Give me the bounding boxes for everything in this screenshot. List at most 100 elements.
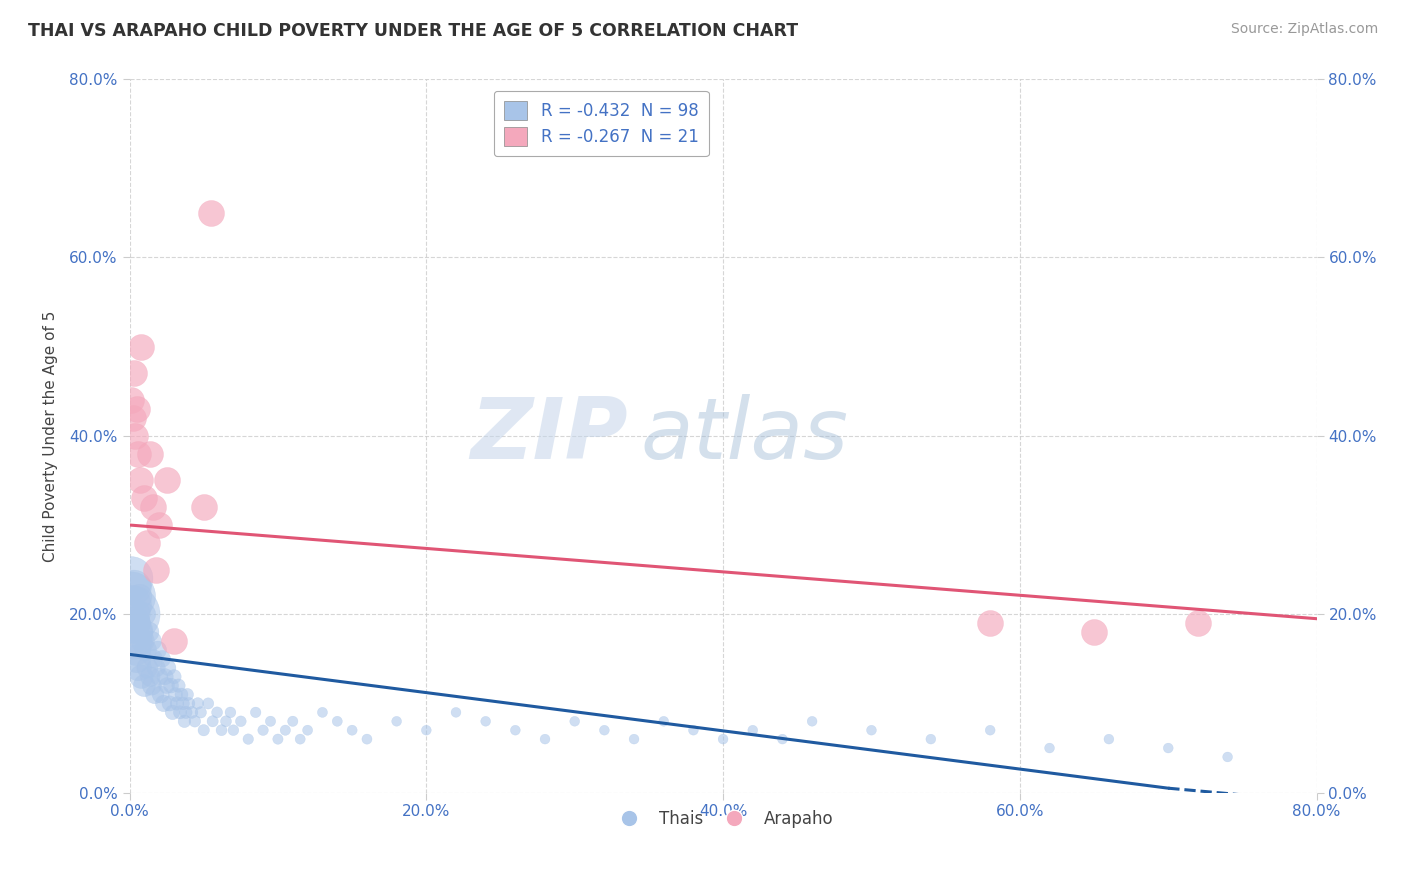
- Point: [215, 714, 238, 729]
- Point: [356, 732, 378, 747]
- Point: [139, 670, 162, 684]
- Point: [169, 706, 191, 720]
- Point: [741, 723, 763, 738]
- Point: [122, 634, 145, 648]
- Point: [197, 697, 219, 711]
- Point: [259, 714, 281, 729]
- Point: [124, 607, 146, 622]
- Point: [290, 732, 312, 747]
- Point: [711, 732, 734, 747]
- Point: [474, 714, 496, 729]
- Point: [979, 616, 1001, 631]
- Point: [136, 661, 159, 675]
- Point: [127, 447, 149, 461]
- Point: [1038, 741, 1060, 756]
- Point: [200, 206, 222, 220]
- Point: [682, 723, 704, 738]
- Point: [193, 723, 215, 738]
- Point: [120, 607, 142, 622]
- Point: [534, 732, 557, 747]
- Text: THAI VS ARAPAHO CHILD POVERTY UNDER THE AGE OF 5 CORRELATION CHART: THAI VS ARAPAHO CHILD POVERTY UNDER THE …: [28, 22, 799, 40]
- Point: [170, 688, 193, 702]
- Point: [138, 625, 160, 640]
- Text: ZIP: ZIP: [471, 394, 628, 477]
- Text: Source: ZipAtlas.com: Source: ZipAtlas.com: [1230, 22, 1378, 37]
- Point: [134, 491, 156, 506]
- Point: [145, 661, 167, 675]
- Point: [141, 634, 163, 648]
- Point: [135, 643, 157, 657]
- Point: [160, 679, 183, 693]
- Point: [252, 723, 274, 738]
- Point: [229, 714, 252, 729]
- Point: [201, 714, 224, 729]
- Point: [157, 661, 180, 675]
- Legend: Thais, Arapaho: Thais, Arapaho: [606, 803, 839, 834]
- Point: [121, 599, 143, 613]
- Point: [860, 723, 883, 738]
- Point: [134, 679, 156, 693]
- Point: [125, 402, 148, 417]
- Point: [152, 697, 174, 711]
- Point: [132, 634, 155, 648]
- Point: [193, 500, 215, 515]
- Point: [297, 723, 319, 738]
- Point: [148, 518, 170, 533]
- Point: [129, 625, 152, 640]
- Point: [238, 732, 260, 747]
- Point: [415, 723, 437, 738]
- Point: [505, 723, 527, 738]
- Point: [156, 679, 179, 693]
- Point: [281, 714, 304, 729]
- Point: [174, 706, 197, 720]
- Point: [267, 732, 290, 747]
- Point: [153, 670, 176, 684]
- Point: [1157, 741, 1180, 756]
- Point: [801, 714, 824, 729]
- Point: [165, 688, 187, 702]
- Point: [772, 732, 794, 747]
- Point: [219, 706, 242, 720]
- Point: [163, 670, 186, 684]
- Point: [222, 723, 245, 738]
- Point: [1083, 625, 1105, 640]
- Y-axis label: Child Poverty Under the Age of 5: Child Poverty Under the Age of 5: [44, 310, 58, 561]
- Point: [190, 706, 212, 720]
- Point: [142, 500, 165, 515]
- Point: [134, 607, 156, 622]
- Point: [979, 723, 1001, 738]
- Point: [1216, 750, 1239, 764]
- Point: [167, 679, 190, 693]
- Point: [245, 706, 267, 720]
- Point: [127, 661, 149, 675]
- Point: [142, 652, 165, 666]
- Point: [311, 706, 333, 720]
- Point: [121, 411, 143, 425]
- Point: [162, 706, 184, 720]
- Point: [122, 616, 145, 631]
- Point: [340, 723, 363, 738]
- Text: atlas: atlas: [640, 394, 848, 477]
- Point: [129, 474, 152, 488]
- Point: [122, 581, 145, 595]
- Point: [131, 670, 153, 684]
- Point: [920, 732, 942, 747]
- Point: [593, 723, 616, 738]
- Point: [180, 706, 202, 720]
- Point: [139, 447, 162, 461]
- Point: [121, 625, 143, 640]
- Point: [652, 714, 675, 729]
- Point: [172, 697, 194, 711]
- Point: [184, 714, 207, 729]
- Point: [159, 697, 181, 711]
- Point: [125, 616, 148, 631]
- Point: [173, 714, 195, 729]
- Point: [120, 572, 142, 586]
- Point: [163, 634, 186, 648]
- Point: [129, 590, 152, 604]
- Point: [124, 429, 146, 443]
- Point: [149, 688, 172, 702]
- Point: [146, 643, 169, 657]
- Point: [141, 679, 163, 693]
- Point: [564, 714, 586, 729]
